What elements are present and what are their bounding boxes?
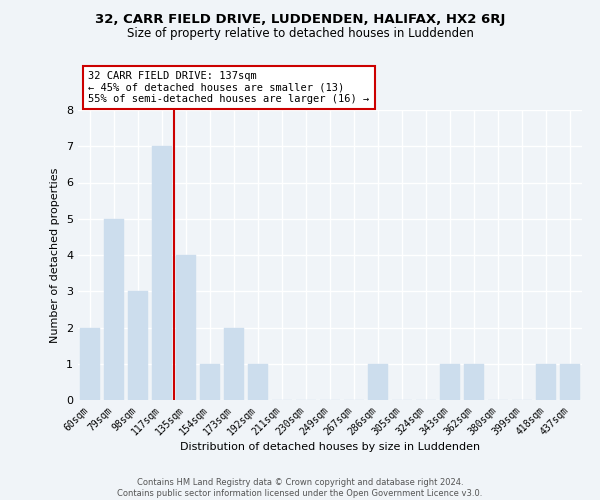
Bar (152, 146, 172, 400)
Bar (440, 364, 460, 400)
X-axis label: Distribution of detached houses by size in Luddenden: Distribution of detached houses by size … (180, 442, 480, 452)
Bar (80, 328, 100, 400)
Text: Contains HM Land Registry data © Crown copyright and database right 2024.
Contai: Contains HM Land Registry data © Crown c… (118, 478, 482, 498)
Y-axis label: Number of detached properties: Number of detached properties (50, 168, 61, 342)
Bar (536, 364, 556, 400)
Text: 32, CARR FIELD DRIVE, LUDDENDEN, HALIFAX, HX2 6RJ: 32, CARR FIELD DRIVE, LUDDENDEN, HALIFAX… (95, 12, 505, 26)
Text: Size of property relative to detached houses in Luddenden: Size of property relative to detached ho… (127, 28, 473, 40)
Bar (104, 219, 124, 400)
Text: 32 CARR FIELD DRIVE: 137sqm
← 45% of detached houses are smaller (13)
55% of sem: 32 CARR FIELD DRIVE: 137sqm ← 45% of det… (88, 71, 370, 104)
Bar (464, 364, 484, 400)
Bar (200, 364, 220, 400)
Bar (248, 364, 268, 400)
Bar (128, 291, 148, 400)
Bar (368, 364, 388, 400)
Bar (224, 328, 244, 400)
Bar (560, 364, 580, 400)
Bar (176, 255, 196, 400)
